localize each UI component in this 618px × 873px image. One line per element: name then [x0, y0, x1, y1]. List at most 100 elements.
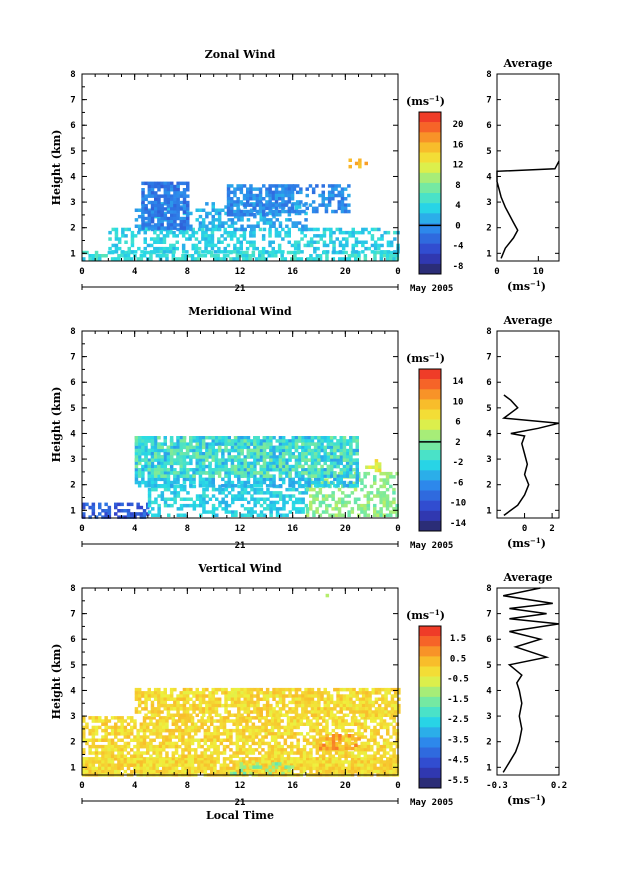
heatmap-cell	[197, 254, 201, 258]
heatmap-cell	[249, 234, 253, 238]
heatmap-cell	[143, 227, 147, 232]
heatmap-cell	[179, 507, 184, 511]
heatmap-cell	[211, 477, 215, 482]
heatmap-cell	[162, 719, 166, 723]
heatmap-cell	[337, 507, 342, 511]
heatmap-cell	[94, 254, 99, 258]
heatmap-cell	[278, 477, 283, 482]
heatmap-cell	[256, 221, 260, 225]
heatmap-cell	[312, 741, 316, 746]
heatmap-cell	[198, 694, 203, 698]
heatmap-cell	[265, 206, 269, 211]
heatmap-cell	[344, 732, 348, 736]
heatmap-cell	[181, 732, 185, 736]
heatmap-cell	[211, 471, 215, 475]
heatmap-cell	[160, 697, 164, 701]
heatmap-cell	[157, 200, 161, 205]
heatmap-cell	[284, 209, 288, 214]
heatmap-cell	[281, 452, 286, 456]
heatmap-cell	[192, 500, 197, 505]
heatmap-cell	[147, 464, 151, 469]
heatmap-cell	[355, 484, 359, 488]
heatmap-cell	[190, 722, 195, 726]
heatmap-cell	[194, 243, 199, 248]
heatmap-cell	[157, 687, 161, 692]
heatmap-cell	[357, 725, 361, 730]
heatmap-cell	[191, 246, 195, 251]
heatmap-cell	[315, 766, 320, 771]
heatmap-cell	[320, 455, 324, 459]
heatmap-cell	[256, 491, 261, 495]
heatmap-cell	[141, 464, 145, 469]
average-y-tick-label: 8	[486, 70, 491, 80]
heatmap-cell	[355, 480, 359, 485]
heatmap-cell	[237, 700, 241, 705]
heatmap-cell	[285, 468, 289, 472]
heatmap-cell	[173, 700, 177, 705]
heatmap-cell	[162, 725, 166, 730]
heatmap-cell	[91, 728, 96, 733]
heatmap-cell	[85, 250, 89, 255]
heatmap-cell	[278, 193, 282, 198]
heatmap-cell	[258, 763, 262, 767]
heatmap-cell	[288, 218, 292, 222]
heatmap-cell	[174, 257, 179, 261]
heatmap-cell	[166, 713, 171, 717]
heatmap-cell	[152, 716, 156, 720]
heatmap-cell	[320, 436, 324, 440]
heatmap-cell	[267, 748, 272, 752]
heatmap-cell	[370, 719, 374, 723]
heatmap-cell	[160, 207, 164, 211]
heatmap-cell	[382, 738, 387, 742]
heatmap-cell	[230, 471, 235, 475]
heatmap-cell	[364, 246, 368, 251]
heatmap-cell	[243, 442, 247, 446]
heatmap-cell	[201, 471, 206, 475]
heatmap-cell	[162, 237, 167, 241]
heatmap-cell	[150, 691, 155, 695]
heatmap-cell	[91, 757, 96, 761]
heatmap-cell	[173, 442, 177, 446]
heatmap-cell	[235, 738, 240, 742]
heatmap-cell	[363, 744, 368, 749]
heatmap-cell	[364, 161, 368, 166]
heatmap-cell	[254, 257, 259, 261]
heatmap-cell	[217, 240, 221, 244]
heatmap-cell	[186, 194, 190, 198]
heatmap-cell	[261, 760, 265, 764]
heatmap-cell	[286, 751, 291, 755]
heatmap-cell	[204, 250, 208, 254]
heatmap-cell	[176, 181, 180, 186]
heatmap-cell	[182, 713, 187, 717]
heatmap-cell	[189, 691, 193, 695]
heatmap-cell	[265, 474, 270, 478]
heatmap-cell	[281, 464, 286, 469]
heatmap-cell	[255, 200, 260, 204]
heatmap-cell	[281, 471, 286, 475]
heatmap-cell	[331, 763, 336, 767]
heatmap-cell	[309, 227, 314, 232]
heatmap-cell	[360, 481, 364, 485]
heatmap-cell	[179, 461, 183, 466]
heatmap-cell	[290, 206, 295, 211]
heatmap-cell	[302, 744, 307, 749]
heatmap-cell	[147, 191, 152, 195]
heatmap-cell	[226, 230, 231, 235]
heatmap-cell	[331, 193, 335, 198]
heatmap-cell	[195, 445, 199, 450]
heatmap-cell	[249, 471, 254, 475]
heatmap-cell	[243, 468, 247, 472]
heatmap-cell	[349, 458, 353, 462]
heatmap-cell	[363, 741, 368, 746]
heatmap-cell	[258, 257, 262, 261]
heatmap-cell	[146, 766, 150, 771]
heatmap-cell	[290, 760, 294, 764]
heatmap-cell	[370, 237, 375, 241]
heatmap-cell	[182, 480, 187, 485]
heatmap-cell	[318, 766, 323, 771]
heatmap-cell	[201, 697, 206, 701]
heatmap-cell	[253, 471, 257, 475]
heatmap-cell	[248, 254, 252, 258]
heatmap-cell	[192, 691, 196, 695]
heatmap-cell	[85, 757, 89, 761]
